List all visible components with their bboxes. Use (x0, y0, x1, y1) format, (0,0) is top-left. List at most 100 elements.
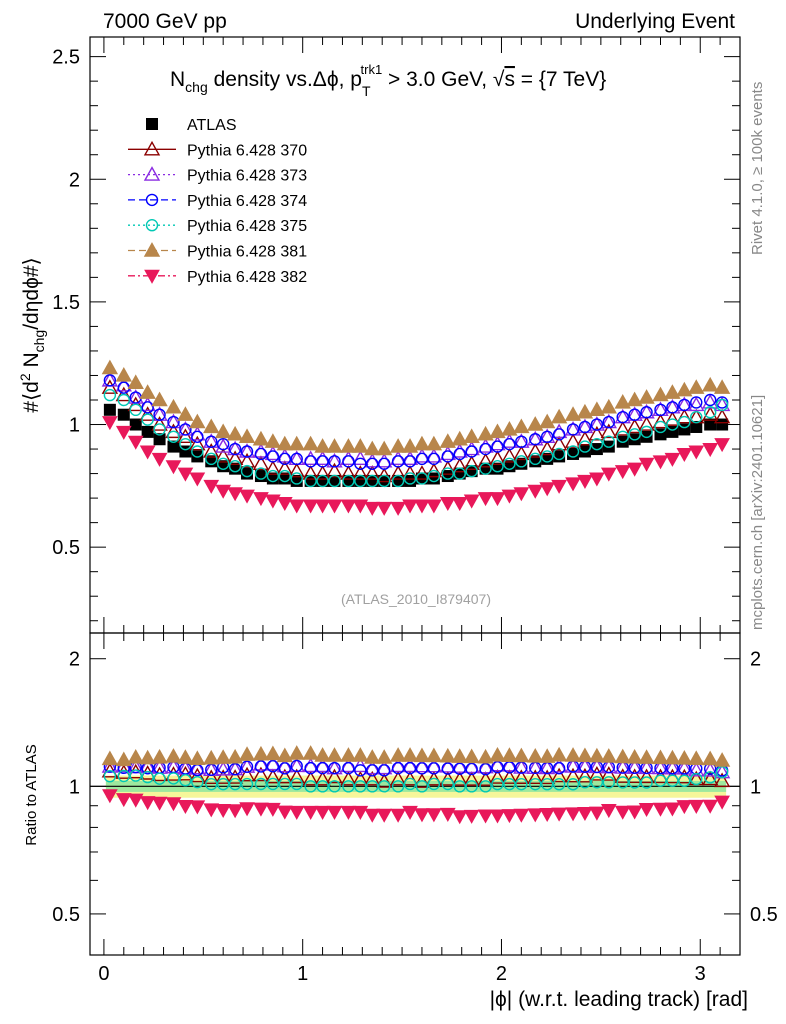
data-point (216, 457, 230, 470)
data-point (513, 445, 530, 461)
data-point (501, 447, 518, 463)
ratio-point (375, 749, 393, 764)
ratio-point (489, 746, 506, 762)
data-point (266, 472, 279, 485)
ratio-point (252, 766, 270, 782)
ratio-point (501, 747, 518, 762)
data-point (463, 440, 480, 456)
data-point (302, 499, 319, 514)
data-point (403, 455, 417, 468)
data-point (451, 443, 468, 458)
data-point (479, 462, 492, 475)
ratio-point (451, 748, 468, 763)
data-point (628, 408, 641, 421)
data-point (179, 437, 192, 451)
data-point (602, 435, 616, 448)
data-point (214, 423, 232, 439)
data-point (451, 457, 468, 473)
data-point (226, 450, 244, 466)
data-point (326, 499, 343, 514)
data-point (205, 435, 218, 448)
data-point (638, 416, 655, 431)
series-pythia-6-428-381 (101, 359, 731, 456)
ratio-point (214, 749, 232, 764)
data-point (316, 474, 329, 488)
ratio-point (117, 769, 130, 783)
ratio-point (101, 750, 119, 766)
data-point (141, 413, 154, 426)
ratio-point (602, 776, 616, 789)
ratio-point (463, 809, 480, 824)
data-point (352, 450, 369, 466)
ratio-point (340, 805, 357, 820)
ratio-point (425, 747, 443, 763)
data-point (342, 474, 355, 487)
ratio-point (127, 748, 144, 764)
ratio-point (165, 748, 182, 763)
data-point (103, 403, 116, 416)
ratio-point (189, 800, 206, 815)
data-point (588, 425, 606, 441)
data-point (391, 474, 405, 488)
ratio-point (413, 757, 431, 773)
data-point (453, 467, 466, 480)
data-point (439, 445, 456, 461)
data-point (316, 455, 329, 468)
data-point (578, 440, 592, 453)
data-point (238, 452, 256, 468)
data-point (304, 474, 317, 488)
data-point (304, 455, 317, 468)
ratio-point (463, 748, 480, 764)
data-point (103, 388, 117, 402)
ratio-point (552, 778, 566, 791)
ratio-point (628, 776, 641, 789)
ratio-point (252, 755, 270, 771)
data-point (703, 393, 717, 407)
ratio-point (453, 780, 466, 793)
data-point (352, 438, 369, 453)
data-point (215, 484, 232, 499)
legend-marker (143, 166, 161, 181)
data-point (228, 442, 242, 456)
data-point (328, 474, 341, 488)
data-point (427, 452, 441, 466)
data-point (139, 396, 156, 412)
main-series (101, 359, 731, 516)
data-point (589, 472, 605, 487)
data-point (266, 469, 280, 483)
data-point (427, 469, 441, 483)
ratio-point (713, 772, 731, 788)
ratio-point (503, 777, 516, 791)
x-axis-label: |ϕ| (w.r.t. leading track) [rad] (490, 988, 748, 1011)
data-point (588, 401, 606, 417)
ratio-point (354, 764, 367, 777)
data-point (205, 452, 218, 466)
data-point (403, 472, 417, 485)
ratio-point (489, 769, 506, 784)
data-point (278, 472, 291, 485)
data-point (576, 430, 594, 446)
ratio-point (377, 780, 391, 793)
data-point (153, 408, 166, 421)
data-point (278, 469, 292, 483)
y-tick-label: 2.5 (52, 47, 80, 69)
data-point (666, 418, 679, 431)
data-point (463, 455, 480, 470)
data-point (342, 455, 355, 468)
ratio-point (264, 755, 282, 771)
data-point (439, 497, 456, 512)
data-point (352, 465, 369, 480)
ratio-point (214, 769, 232, 784)
data-point (602, 415, 616, 429)
ratio-point (227, 804, 243, 819)
data-point (415, 472, 429, 485)
ratio-point (189, 767, 206, 783)
data-point (340, 465, 357, 480)
data-point (415, 452, 429, 466)
data-point (203, 479, 220, 494)
data-point (590, 437, 604, 451)
rivet-label: Rivet 4.1.0, ≥ 100k events (749, 82, 766, 255)
title-energy: = {7 TeV} (515, 68, 606, 91)
ratio-point (328, 761, 341, 775)
data-point (714, 438, 730, 453)
